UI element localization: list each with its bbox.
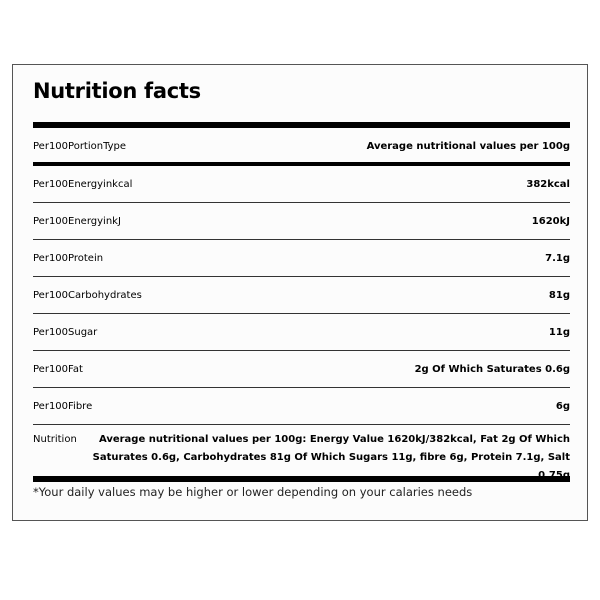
row-value: 81g xyxy=(548,289,570,301)
row-value: Average nutritional values per 100g: Ene… xyxy=(92,434,570,481)
row-value: 1620kJ xyxy=(531,215,570,227)
divider-thick xyxy=(33,122,570,128)
footnote: *Your daily values may be higher or lowe… xyxy=(33,485,473,499)
row-label: Per100Sugar xyxy=(33,326,98,338)
row-value: 11g xyxy=(548,326,570,338)
row-value: 382kcal xyxy=(526,178,570,190)
page-title: Nutrition facts xyxy=(33,79,201,103)
row-label: Per100Fibre xyxy=(33,400,93,412)
row-value: Average nutritional values per 100g xyxy=(366,140,570,152)
table-row-header: Per100PortionType Average nutritional va… xyxy=(33,128,570,164)
row-label: Per100PortionType xyxy=(33,140,127,152)
table-row: Per100EnergyinkJ 1620kJ xyxy=(33,203,570,240)
table-row: Per100Protein 7.1g xyxy=(33,240,570,277)
row-label: Per100Protein xyxy=(33,252,104,264)
row-label: Per100Energyinkcal xyxy=(33,178,133,190)
table-row: Per100Fibre 6g xyxy=(33,388,570,425)
divider-thick xyxy=(33,162,570,166)
table-row: Per100Carbohydrates 81g xyxy=(33,277,570,314)
table-row: Per100Fat 2g Of Which Saturates 0.6g xyxy=(33,351,570,388)
row-value: 7.1g xyxy=(545,252,570,264)
nutrition-facts-panel: Nutrition facts Per100PortionType Averag… xyxy=(12,64,588,521)
row-label: Per100EnergyinkJ xyxy=(33,215,121,227)
row-value: 2g Of Which Saturates 0.6g xyxy=(414,363,570,375)
table-row: Per100Sugar 11g xyxy=(33,314,570,351)
row-value: 6g xyxy=(555,400,570,412)
row-label: Per100Fat xyxy=(33,363,83,375)
divider-thick xyxy=(33,476,570,482)
row-label: Per100Carbohydrates xyxy=(33,289,142,301)
row-label: Nutrition xyxy=(33,434,77,445)
table-row: Per100Energyinkcal 382kcal xyxy=(33,166,570,203)
nutrition-summary-row: Nutrition Average nutritional values per… xyxy=(33,431,570,485)
